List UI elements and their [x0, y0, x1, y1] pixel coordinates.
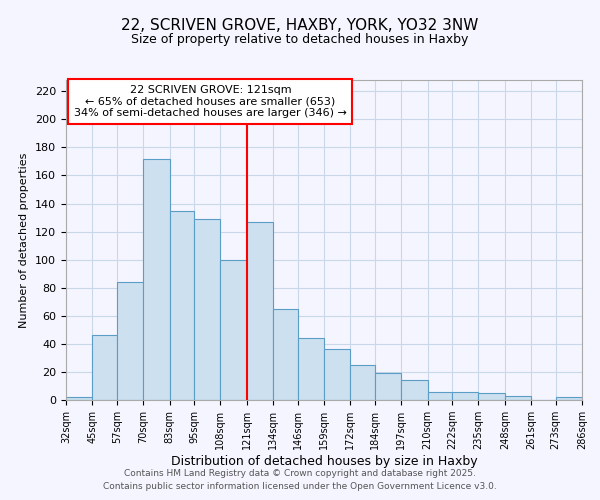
- Text: 22, SCRIVEN GROVE, HAXBY, YORK, YO32 3NW: 22, SCRIVEN GROVE, HAXBY, YORK, YO32 3NW: [121, 18, 479, 32]
- Text: 22 SCRIVEN GROVE: 121sqm
← 65% of detached houses are smaller (653)
34% of semi-: 22 SCRIVEN GROVE: 121sqm ← 65% of detach…: [74, 85, 347, 118]
- Bar: [375, 374, 401, 400]
- Bar: [478, 393, 505, 400]
- Bar: [273, 309, 298, 400]
- Bar: [117, 282, 143, 400]
- Bar: [556, 397, 582, 400]
- X-axis label: Distribution of detached houses by size in Haxby: Distribution of detached houses by size …: [170, 455, 478, 468]
- Bar: [66, 397, 92, 400]
- Bar: [452, 392, 478, 400]
- Bar: [324, 350, 350, 400]
- Bar: [505, 396, 531, 400]
- Text: Size of property relative to detached houses in Haxby: Size of property relative to detached ho…: [131, 32, 469, 46]
- Bar: [350, 365, 375, 400]
- Bar: [220, 260, 247, 400]
- Bar: [401, 380, 428, 400]
- Bar: [194, 219, 220, 400]
- Text: Contains HM Land Registry data © Crown copyright and database right 2025.: Contains HM Land Registry data © Crown c…: [124, 468, 476, 477]
- Bar: [298, 338, 324, 400]
- Bar: [170, 210, 194, 400]
- Text: Contains public sector information licensed under the Open Government Licence v3: Contains public sector information licen…: [103, 482, 497, 491]
- Y-axis label: Number of detached properties: Number of detached properties: [19, 152, 29, 328]
- Bar: [143, 158, 170, 400]
- Bar: [247, 222, 273, 400]
- Bar: [428, 392, 452, 400]
- Bar: [92, 336, 117, 400]
